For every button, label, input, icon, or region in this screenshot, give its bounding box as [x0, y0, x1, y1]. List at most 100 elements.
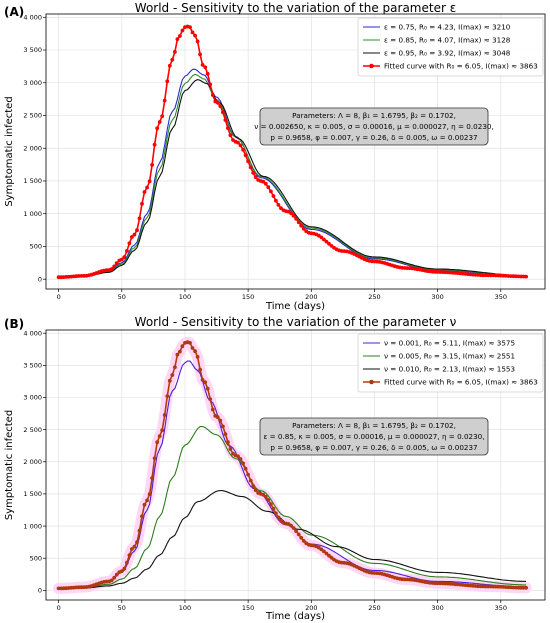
series-point [132, 232, 137, 237]
series-point [301, 226, 306, 231]
series-point [251, 171, 256, 175]
series-point [155, 126, 160, 131]
x-tick-label: 300 [431, 293, 443, 301]
series-point [483, 584, 488, 589]
series-point [170, 373, 175, 377]
series-point [198, 367, 203, 372]
series-point [218, 418, 223, 423]
series-point [266, 185, 271, 190]
series-point [170, 57, 175, 62]
series-point [243, 153, 248, 158]
series-point [294, 216, 298, 221]
x-tick-label: 250 [368, 293, 380, 301]
series-point [248, 165, 253, 170]
series-point [155, 440, 160, 445]
x-tick-label: 100 [179, 293, 191, 301]
series-point [112, 575, 117, 580]
x-tick-label: 100 [179, 604, 191, 612]
series-point [147, 179, 152, 184]
series-point [180, 28, 185, 33]
y-tick-label: 2 500 [23, 112, 42, 120]
legend-entry: ν = 0.001, R₀ = 5.11, I(max) ≈ 3575 [384, 339, 515, 348]
series-point [521, 585, 526, 590]
legend-marker [369, 379, 374, 385]
y-tick-label: 0 [38, 587, 42, 595]
plot-frame [45, 13, 546, 290]
series-point [190, 346, 195, 350]
series-point [324, 239, 329, 244]
series-point [246, 159, 251, 164]
series-point [127, 241, 132, 246]
series-point [238, 457, 243, 461]
parameters-box-bg [259, 417, 489, 456]
series-point [210, 407, 215, 412]
series-point [215, 100, 220, 105]
series-point [152, 142, 157, 147]
y-tick-label: 500 [30, 554, 42, 562]
chart-title: World - Sensitivity to the variation of … [135, 315, 457, 329]
series-point [162, 98, 167, 103]
y-axis-label: Symptomatic infected [4, 96, 15, 206]
series-point [279, 518, 283, 523]
x-tick-label: 50 [118, 604, 126, 612]
series-point [198, 52, 203, 57]
series-point [175, 37, 180, 41]
legend-box [357, 333, 544, 393]
x-tick-label: 250 [368, 604, 380, 612]
series-point [263, 181, 268, 186]
plot-frame [45, 329, 546, 601]
series-point [291, 213, 296, 218]
series-point [193, 33, 198, 38]
series-point [160, 428, 165, 433]
series-point [221, 424, 225, 429]
series-point [228, 133, 233, 138]
series-point [165, 79, 170, 84]
series-point [119, 257, 124, 262]
series-point [299, 535, 304, 540]
series-point [279, 206, 283, 211]
series-point [289, 211, 293, 216]
series-point [226, 126, 230, 130]
series-point [195, 39, 200, 44]
series-point [188, 341, 192, 345]
legend-entry: ν = 0.005, R₀ = 3.15, I(max) ≈ 2551 [384, 352, 515, 361]
y-tick-label: 500 [30, 243, 42, 251]
series-point [236, 140, 240, 145]
series-point [200, 63, 205, 67]
series-point [319, 235, 324, 240]
y-tick-label: 0 [38, 275, 42, 283]
y-tick-label: 4 000 [23, 13, 42, 21]
series-point [296, 532, 301, 537]
parameters-line: ν = 0.002650, κ = 0.005, σ = 0.00016, μ … [254, 122, 494, 131]
series-point [238, 143, 243, 148]
series-point [524, 274, 528, 279]
parameters-box: Parameters: Λ = 8, β₁ = 1.6795, β₂ = 0.1… [254, 107, 494, 146]
series-point [140, 514, 144, 519]
series-point [112, 264, 117, 269]
series-point [228, 447, 233, 451]
legend-marker [369, 63, 374, 69]
series-point [178, 349, 182, 354]
series-point [119, 569, 124, 573]
series-point [271, 506, 276, 511]
x-tick-label: 200 [305, 604, 317, 612]
y-tick-label: 1 500 [23, 177, 42, 185]
legend: ν = 0.001, R₀ = 5.11, I(max) ≈ 3575 ν = 0… [357, 333, 544, 393]
series-point [203, 65, 208, 70]
x-axis-label: Time (days) [265, 611, 325, 622]
series-point [135, 540, 139, 545]
x-tick-label: 350 [495, 293, 507, 301]
series-point [223, 432, 228, 436]
series-point [109, 578, 114, 583]
series-point [173, 365, 177, 370]
series-point [301, 539, 306, 543]
y-tick-label: 3 500 [23, 362, 42, 370]
legend-entry: ε = 0.75, R₀ = 4.23, I(max) ≈ 3210 [384, 23, 511, 32]
series-point [276, 203, 281, 207]
series-point [188, 25, 192, 29]
x-tick-label: 50 [118, 293, 126, 301]
legend-entry: Fitted curve with R₀ = 6.05, I(max) ≈ 38… [384, 378, 538, 387]
parameters-line: Parameters: Λ = 8, β₁ = 1.6795, β₂ = 0.1… [292, 111, 456, 120]
chart-panel-a: (A) World - Sensitivity to the variation … [4, 1, 546, 312]
